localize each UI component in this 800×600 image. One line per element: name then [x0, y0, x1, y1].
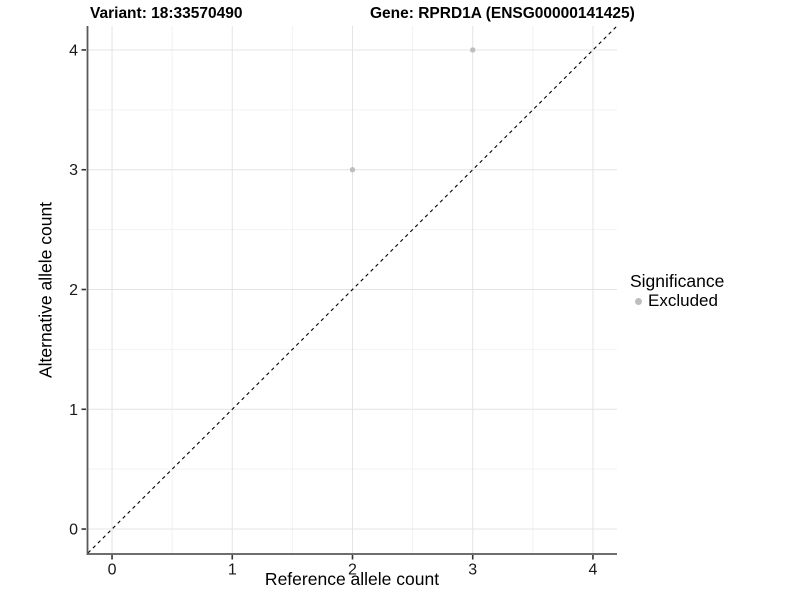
- y-tick-label: 3: [69, 162, 78, 179]
- y-tick-label: 0: [69, 522, 78, 539]
- x-tick-label: 1: [228, 562, 237, 579]
- x-tick-label: 0: [108, 562, 117, 579]
- y-axis-label: Alternative allele count: [35, 201, 56, 379]
- variant-title: Variant: 18:33570490: [90, 5, 243, 22]
- x-tick-label: 2: [348, 562, 357, 579]
- gene-title: Gene: RPRD1A (ENSG00000141425): [370, 5, 635, 22]
- legend-item-label: Excluded: [648, 291, 718, 310]
- x-tick-label: 4: [589, 562, 598, 579]
- identity-line: [87, 25, 618, 554]
- data-point: [470, 47, 476, 53]
- x-axis-label: Reference allele count: [264, 569, 440, 589]
- y-tick-label: 2: [69, 282, 78, 299]
- y-tick-label: 4: [69, 42, 78, 59]
- y-tick-label: 1: [69, 402, 78, 419]
- legend: Significance Excluded: [630, 271, 724, 311]
- legend-item-excluded: Excluded: [630, 291, 724, 311]
- excluded-point-icon: [635, 297, 642, 305]
- data-point: [349, 167, 356, 173]
- legend-title: Significance: [630, 271, 725, 291]
- x-tick-label: 3: [468, 562, 477, 579]
